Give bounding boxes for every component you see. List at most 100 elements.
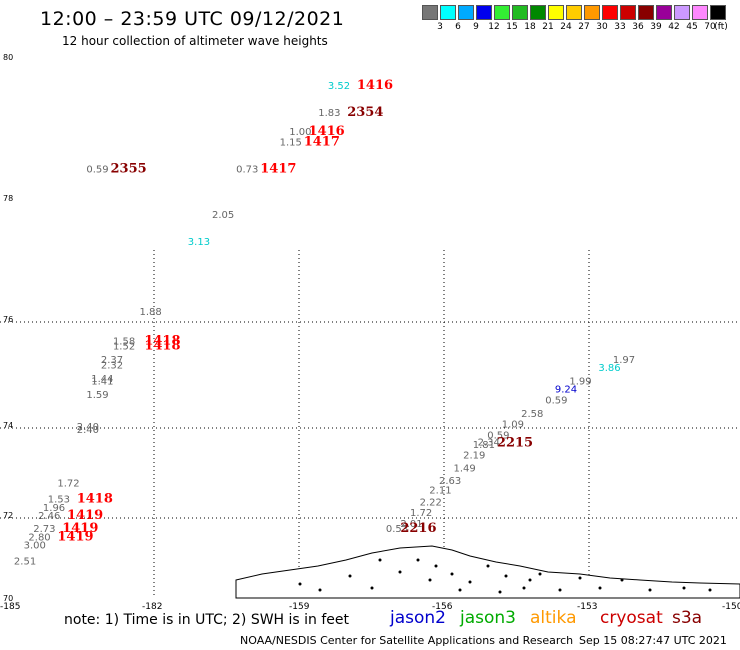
- colorbar-label: 30: [596, 22, 608, 32]
- satellite-cryosat: cryosat: [600, 608, 663, 628]
- colorbar-label: 9: [473, 22, 479, 32]
- map-title: 12:00 – 23:59 UTC 09/12/2021: [40, 8, 345, 30]
- obs-time-label: 1418: [144, 333, 180, 348]
- lake-dot: [318, 588, 322, 592]
- colorbar-swatch: [602, 5, 618, 20]
- colorbar-label: 36: [632, 22, 644, 32]
- obs-wave-height: 1.09: [502, 420, 524, 431]
- obs-wave-height: 1.49: [453, 464, 475, 475]
- lake-dot: [578, 576, 582, 580]
- obs-wave-height: 1.53: [48, 495, 70, 506]
- colorbar-swatch: [494, 5, 510, 20]
- lon-label: -182: [142, 602, 162, 612]
- lon-label: -185: [0, 602, 20, 612]
- obs-wave-height: 2.22: [420, 497, 442, 508]
- lake-dot: [398, 570, 402, 574]
- obs-wave-height: 2.05: [212, 210, 234, 221]
- colorbar-swatch: [656, 5, 672, 20]
- obs-wave-height: 1.00: [289, 127, 311, 138]
- lon-label: -156: [432, 602, 453, 612]
- lat-label: 72: [3, 511, 13, 520]
- lake-dot: [620, 578, 624, 582]
- lake-dot: [648, 588, 652, 592]
- satellite-jason3: jason3: [460, 608, 516, 628]
- colorbar-swatch: [566, 5, 582, 20]
- lake-dot: [428, 578, 432, 582]
- lake-dot: [522, 586, 526, 590]
- lake-dot: [298, 582, 302, 586]
- colorbar-label: 42: [668, 22, 680, 32]
- obs-wave-height: 9.24: [555, 385, 577, 396]
- colorbar-swatch: [476, 5, 492, 20]
- footer-timestamp: Sep 15 08:27:47 UTC 2021: [579, 634, 727, 647]
- colorbar-swatch: [584, 5, 600, 20]
- obs-wave-height: 2.01: [400, 519, 422, 530]
- lake-dot: [434, 564, 438, 568]
- lake-dot: [558, 588, 562, 592]
- lake-dot: [504, 574, 508, 578]
- colorbar-label: 39: [650, 22, 662, 32]
- obs-wave-height: 2.40: [77, 425, 99, 436]
- colorbar-swatch: [422, 5, 438, 20]
- lake-dot: [378, 558, 382, 562]
- obs-wave-height: 0.59: [86, 164, 108, 175]
- obs-time-label: 1417: [260, 161, 296, 176]
- colorbar-label: 12: [488, 22, 500, 32]
- obs-wave-height: 3.86: [598, 363, 620, 374]
- colorbar-swatch: [512, 5, 528, 20]
- satellite-jason2: jason2: [390, 608, 446, 628]
- obs-wave-height: 0.73: [236, 164, 258, 175]
- obs-time-label: 1419: [57, 529, 93, 544]
- obs-wave-height: 2.73: [33, 524, 55, 535]
- obs-wave-height: 1.88: [140, 307, 162, 318]
- obs-wave-height: 1.59: [86, 390, 108, 401]
- lon-label: -159: [289, 602, 310, 612]
- lake-dot: [682, 586, 686, 590]
- coastline: [235, 545, 740, 599]
- obs-wave-height: 2.51: [14, 556, 36, 567]
- note-text: note: 1) Time is in UTC; 2) SWH is in fe…: [64, 612, 350, 628]
- obs-wave-height: 1.72: [57, 479, 79, 490]
- colorbar-label: 3: [437, 22, 443, 32]
- colorbar-swatch: [674, 5, 690, 20]
- obs-wave-height: 2.40: [77, 422, 99, 433]
- lon-label: -150: [722, 602, 740, 612]
- colorbar-label: 45: [686, 22, 698, 32]
- lon-label: -153: [577, 602, 597, 612]
- obs-wave-height: 2.11: [429, 486, 451, 497]
- obs-wave-height: 1.99: [569, 377, 591, 388]
- lake-dot: [370, 586, 374, 590]
- lake-dot: [416, 558, 420, 562]
- colorbar-swatch: [530, 5, 546, 20]
- lat-label: 76: [3, 315, 13, 324]
- colorbar-swatch: [548, 5, 564, 20]
- lake-dot: [598, 586, 602, 590]
- obs-wave-height: 0.53: [386, 524, 408, 535]
- alaska-coastline: [235, 545, 740, 599]
- lake-dot: [348, 574, 352, 578]
- obs-wave-height: 2.58: [521, 409, 543, 420]
- lake-dot: [528, 578, 532, 582]
- colorbar-label: 24: [560, 22, 572, 32]
- obs-time-label: 1419: [67, 508, 103, 523]
- colorbar-label: 21: [542, 22, 554, 32]
- colorbar-label: 27: [578, 22, 590, 32]
- colorbar-label: 33: [614, 22, 626, 32]
- satellite-altika: altika: [530, 608, 577, 628]
- lake-dot: [498, 590, 502, 594]
- obs-wave-height: 0.59: [545, 395, 567, 406]
- obs-time-label: 2215: [497, 435, 533, 450]
- obs-wave-height: 3.13: [188, 237, 210, 248]
- lake-dot: [458, 588, 462, 592]
- lake-dot: [538, 572, 542, 576]
- obs-wave-height: 1.81: [473, 440, 495, 451]
- colorbar-swatch: [638, 5, 654, 20]
- lat-label: 70: [3, 594, 13, 603]
- footer-credit: NOAA/NESDIS Center for Satellite Applica…: [240, 634, 574, 647]
- obs-wave-height: 1.97: [613, 355, 635, 366]
- obs-wave-height: 1.41: [91, 377, 113, 388]
- graticule: [0, 250, 740, 598]
- lake-dot: [708, 588, 712, 592]
- obs-wave-height: 1.52: [113, 342, 135, 353]
